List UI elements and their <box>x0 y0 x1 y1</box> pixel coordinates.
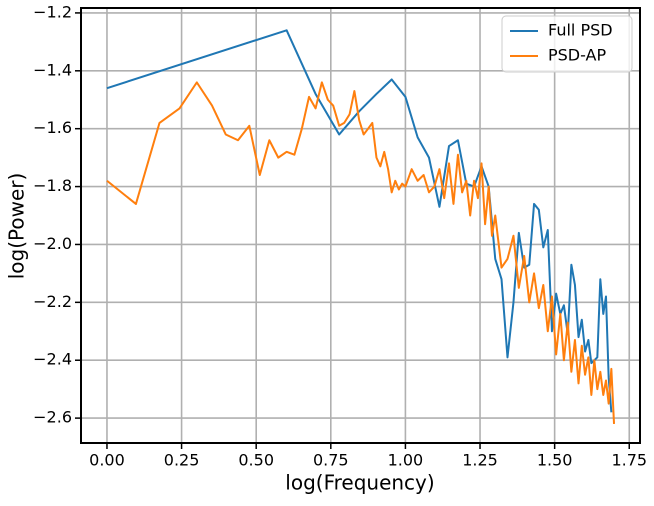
y-tick-label: −2.6 <box>33 408 72 427</box>
plot-frame <box>80 7 641 444</box>
legend-label: PSD-AP <box>548 46 606 65</box>
x-tick-label: 1.75 <box>611 451 647 470</box>
x-tick-label: 0.00 <box>89 451 125 470</box>
y-tick-label: −1.6 <box>33 118 72 137</box>
legend-label: Full PSD <box>548 21 613 40</box>
x-tick-label: 0.25 <box>164 451 200 470</box>
line <box>106 29 613 413</box>
legend: Full PSD PSD-AP <box>501 15 633 73</box>
line <box>106 81 616 424</box>
y-tick-label: −2.4 <box>33 350 72 369</box>
x-tick-label: 1.50 <box>537 451 573 470</box>
x-tick-label: 0.75 <box>313 451 349 470</box>
x-tick-label: 0.50 <box>238 451 274 470</box>
y-axis-label: log(Power) <box>5 173 29 280</box>
x-tick-label: 1.25 <box>462 451 498 470</box>
y-tick-label: −2.0 <box>33 234 72 253</box>
x-tick-label: 1.00 <box>388 451 424 470</box>
y-tick-label: −1.2 <box>33 2 72 21</box>
x-axis-label: log(Frequency) <box>285 471 434 495</box>
y-tick-label: −2.2 <box>33 292 72 311</box>
y-tick-label: −1.8 <box>33 176 72 195</box>
y-tick-label: −1.4 <box>33 60 72 79</box>
